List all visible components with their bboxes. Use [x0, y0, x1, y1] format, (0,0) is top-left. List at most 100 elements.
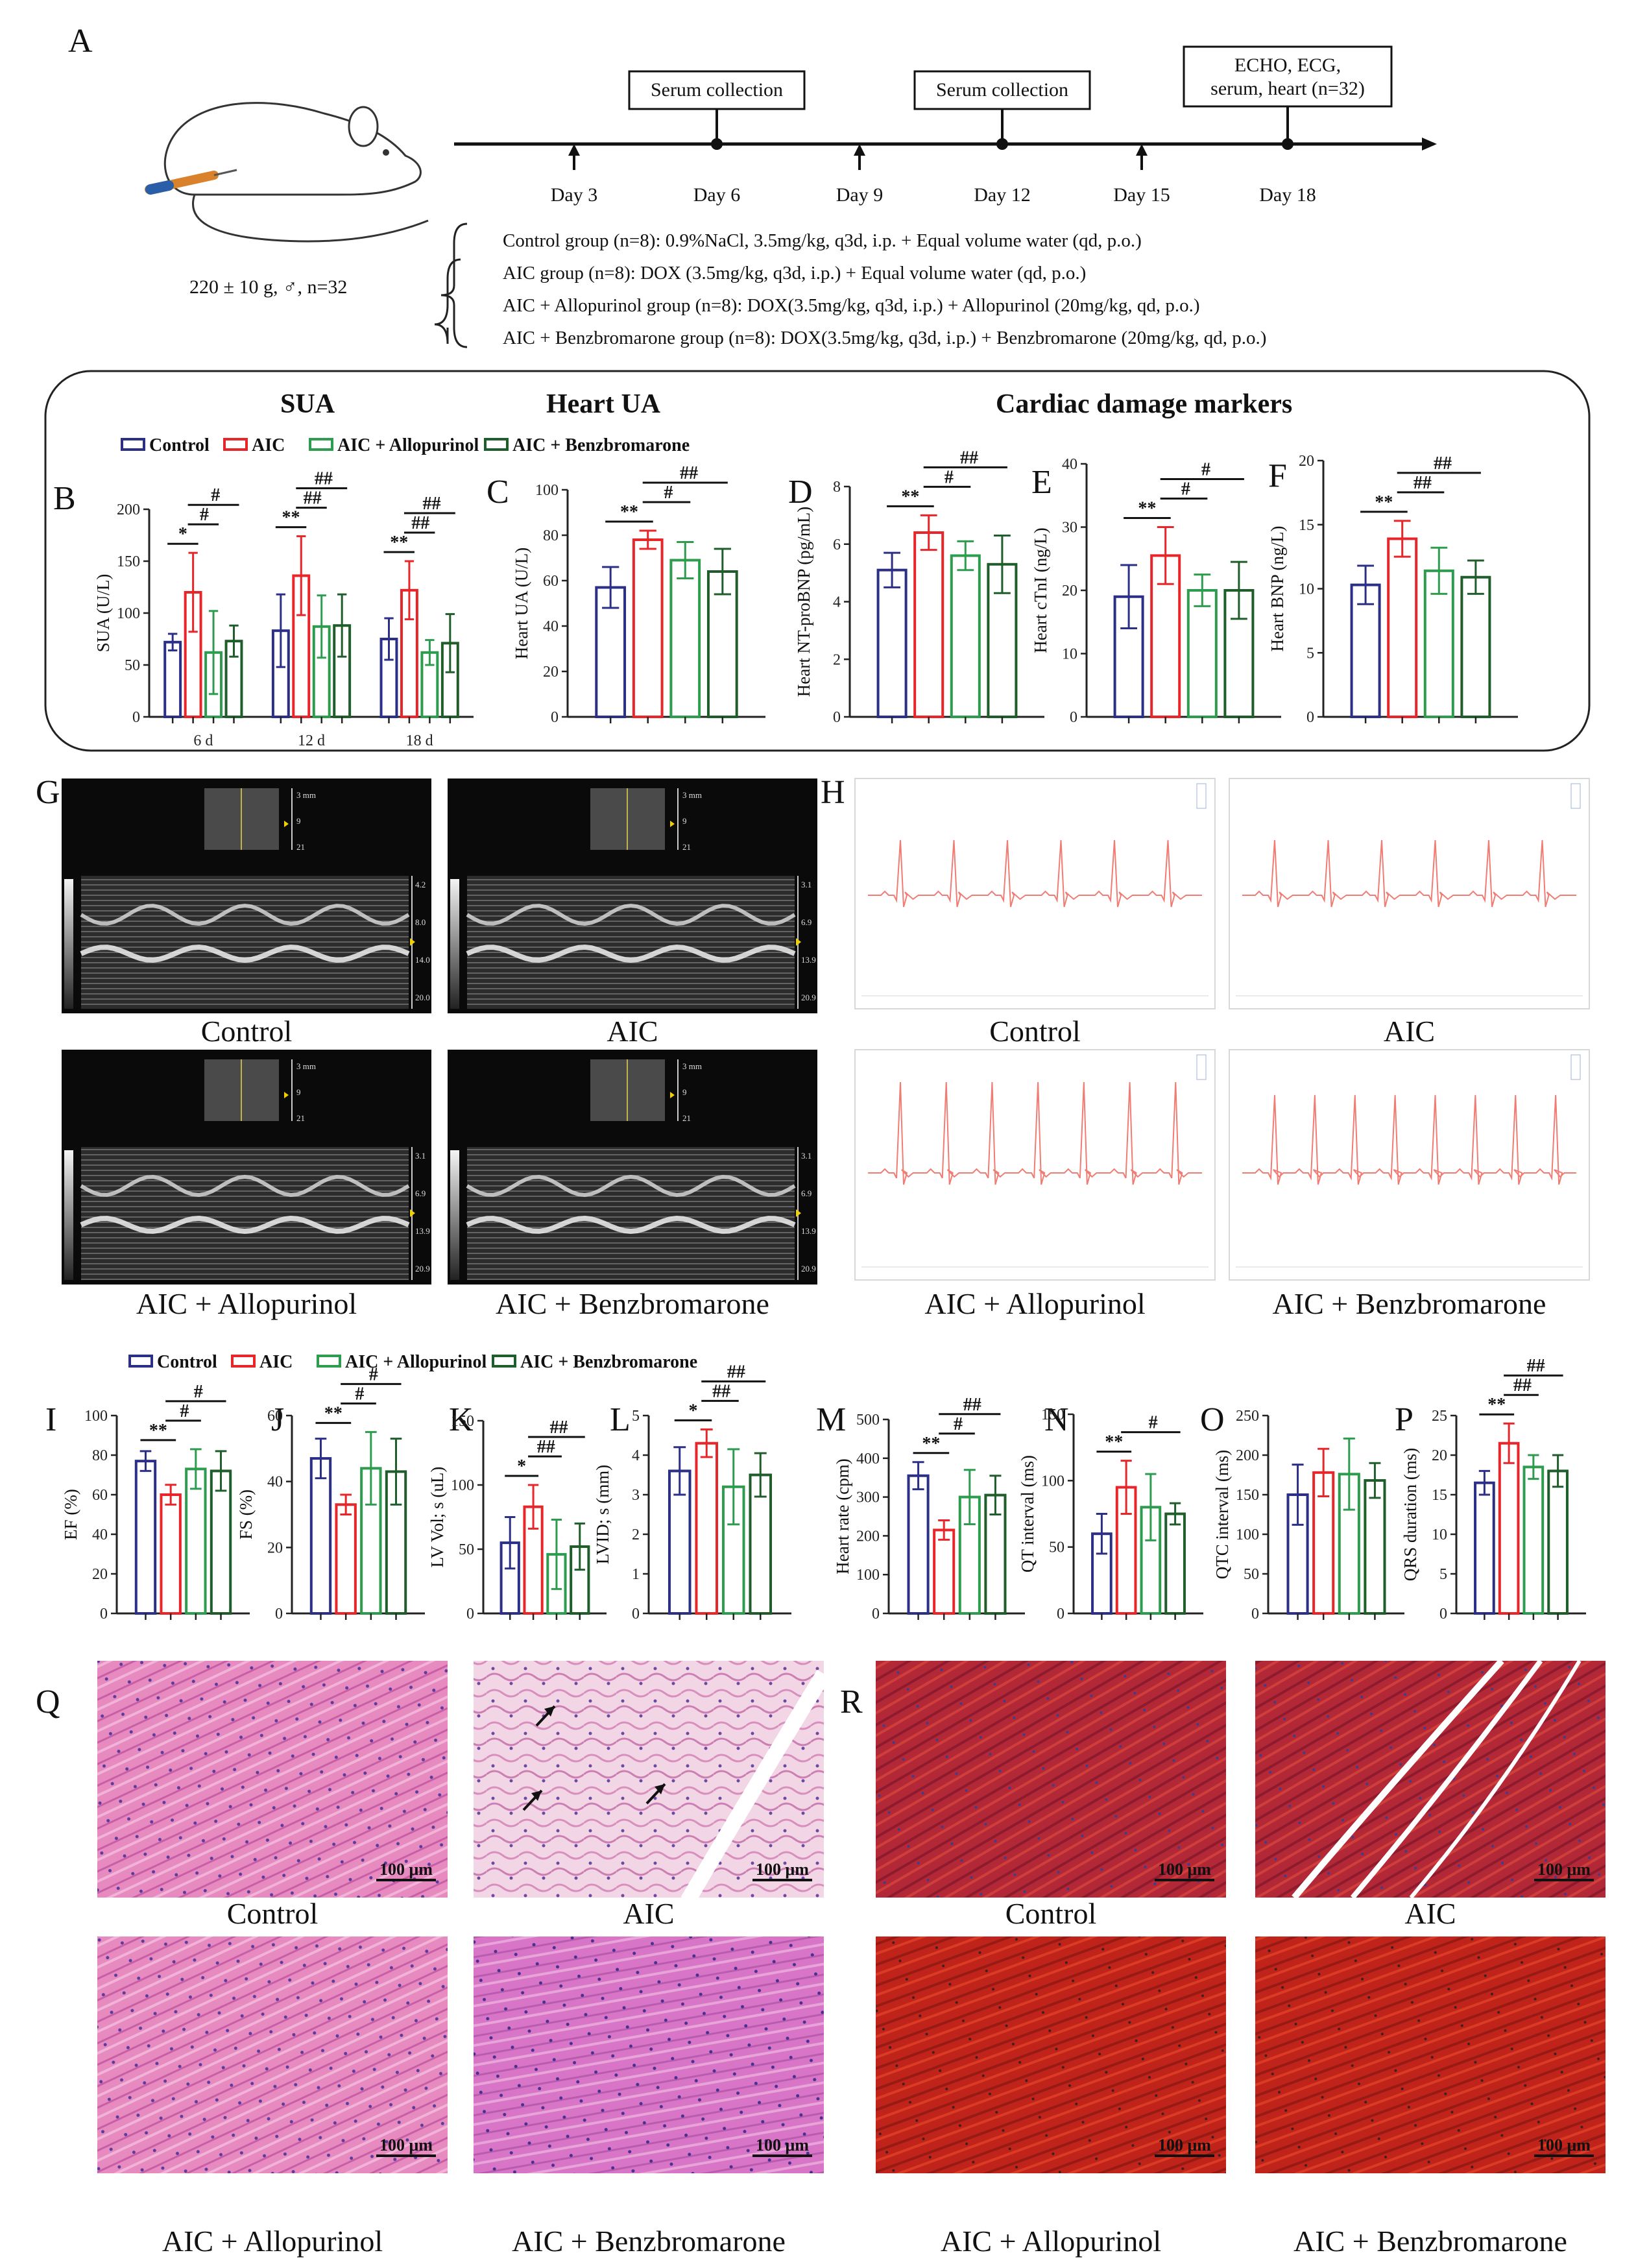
echo-depth-label: 3.1 [801, 880, 812, 889]
echo-mmode-trace [81, 876, 409, 1009]
echo-depth-label: 3.1 [415, 1151, 426, 1161]
significance-mark: ## [315, 469, 333, 489]
y-tick-label: 20 [1299, 453, 1314, 470]
echo-depth-label: 14.0 [415, 955, 430, 965]
significance-mark: ## [1413, 473, 1432, 493]
chart-k: K 0 50 100 150 LV Vol; s (uL) * #### [427, 1401, 607, 1623]
echo-wall-posterior [80, 945, 410, 963]
y-tick-label: 100 [1236, 1526, 1259, 1543]
legend-swatch [231, 1355, 256, 1368]
bar [933, 1528, 956, 1615]
group-description: AIC group (n=8): DOX (3.5mg/kg, q3d, i.p… [503, 263, 1086, 284]
timeline-day-label: Day 15 [1113, 184, 1170, 206]
significance-mark: ** [149, 1421, 167, 1441]
y-axis-label: Heart UA (U/L) [512, 548, 531, 659]
echo-depth-label: 9 [682, 1087, 687, 1097]
panel-label-q: Q [36, 1683, 60, 1720]
y-tick-label: 500 [856, 1412, 880, 1429]
tissue-gap [1292, 1658, 1504, 1900]
echo-wall-posterior [80, 1216, 410, 1235]
panel-label-g: G [36, 774, 60, 811]
echo-marker [410, 1209, 415, 1217]
scale-bar-label: 100 μm [756, 1860, 809, 1879]
y-tick-label: 250 [1236, 1408, 1259, 1425]
timeline-box-label: ECHO, ECG, [1234, 54, 1341, 76]
y-axis-label: Heart BNP (ng/L) [1268, 526, 1287, 652]
y-tick-label: 4 [833, 594, 841, 611]
echo-depth-label: 20.9 [801, 993, 816, 1002]
ecg-waveform [868, 839, 1202, 908]
tissue-gap [1409, 1659, 1582, 1899]
y-tick-label: 15 [1299, 517, 1314, 534]
significance-mark: # [200, 505, 209, 525]
echo-depth-label: 13.9 [801, 1226, 816, 1236]
significance-mark: ## [1513, 1375, 1532, 1395]
group-description: AIC + Allopurinol group (n=8): DOX(3.5mg… [503, 295, 1200, 316]
y-tick-label: 40 [543, 618, 559, 635]
panel-label-p: P [1395, 1401, 1413, 1438]
scale-bar-label: 100 μm [1158, 1860, 1211, 1879]
legend-label: AIC + Benzbromarone [512, 435, 690, 455]
ecg-background [1229, 1049, 1590, 1281]
echo-image-benzbromarone: 3 mm 9 21 3.1 6.9 13.9 20.9 [448, 1050, 817, 1285]
y-axis-label: QT interval (ms) [1018, 1455, 1037, 1573]
scale-bar-label: 100 μm [1537, 2136, 1591, 2154]
echo-depth-label: 21 [296, 842, 305, 852]
legend-swatch [317, 1355, 341, 1368]
bar [1364, 1479, 1386, 1615]
legend-swatch [121, 438, 145, 451]
significance-mark: ## [1527, 1356, 1545, 1376]
y-tick-label: 8 [833, 479, 841, 496]
bar [695, 1442, 719, 1615]
significance-mark: * [517, 1456, 526, 1477]
ecg-legend-box [1196, 783, 1207, 809]
y-tick-label: 15 [1432, 1487, 1447, 1504]
histology-q-1: 100 μm [474, 1661, 831, 1905]
x-tick-label: 12 d [298, 732, 325, 749]
echo-gray-ramp [450, 879, 459, 1009]
echo-depth-label: 6.9 [801, 917, 812, 927]
y-tick-label: 150 [1041, 1406, 1065, 1423]
y-tick-label: 40 [92, 1526, 108, 1543]
significance-mark: # [944, 467, 954, 487]
panel-label-m: M [816, 1401, 846, 1438]
y-axis-label: SUA (U/L) [93, 574, 113, 653]
histology-caption: Control [227, 1897, 319, 1930]
echo-depth-label: 3 mm [296, 790, 316, 800]
y-tick-label: 100 [451, 1477, 474, 1494]
markers-frame [44, 370, 1591, 752]
x-tick-label: 18 d [406, 732, 433, 749]
echo-image-allopurinol: 3 mm 9 21 3.1 6.9 13.9 20.9 [62, 1050, 431, 1285]
y-tick-label: 2 [833, 651, 841, 668]
legend-swatch [309, 438, 333, 451]
panel-label-n: N [1044, 1401, 1069, 1438]
y-tick-label: 0 [632, 1606, 640, 1623]
y-tick-label: 10 [1432, 1526, 1447, 1543]
y-tick-label: 0 [1070, 709, 1077, 726]
y-axis-label: FS (%) [236, 1490, 256, 1539]
histology-caption: AIC + Benzbromarone [1293, 2225, 1567, 2258]
legend-label: Control [149, 435, 210, 455]
histology-r-0: 100 μm [876, 1661, 1226, 1898]
x-tick-label: 6 d [193, 732, 213, 749]
y-axis-label: LV Vol; s (uL) [427, 1467, 447, 1568]
significance-mark: ** [390, 533, 408, 553]
timeline-arrowhead [1136, 144, 1148, 156]
bar [1547, 1469, 1569, 1615]
echo-marker [284, 1092, 289, 1098]
bar [1522, 1466, 1545, 1615]
y-tick-label: 60 [92, 1487, 108, 1504]
echo-depth-label: 9 [296, 1087, 301, 1097]
chart-o: O 0 50 100 150 200 250 QTC interval (ms) [1200, 1401, 1404, 1623]
ecg-trace-allopurinol [854, 1049, 1216, 1281]
ecg-legend-box [1196, 1054, 1207, 1080]
significance-mark: ** [1105, 1432, 1123, 1453]
arrowhead [655, 1784, 665, 1794]
echo-gray-ramp [450, 1150, 459, 1280]
echo-depth-label: 6.9 [415, 1188, 426, 1198]
echo-marker [670, 1092, 675, 1098]
echo-depth-label: 21 [296, 1113, 305, 1123]
panel-label-b: B [53, 480, 76, 517]
echo-wall-posterior [466, 1216, 796, 1235]
